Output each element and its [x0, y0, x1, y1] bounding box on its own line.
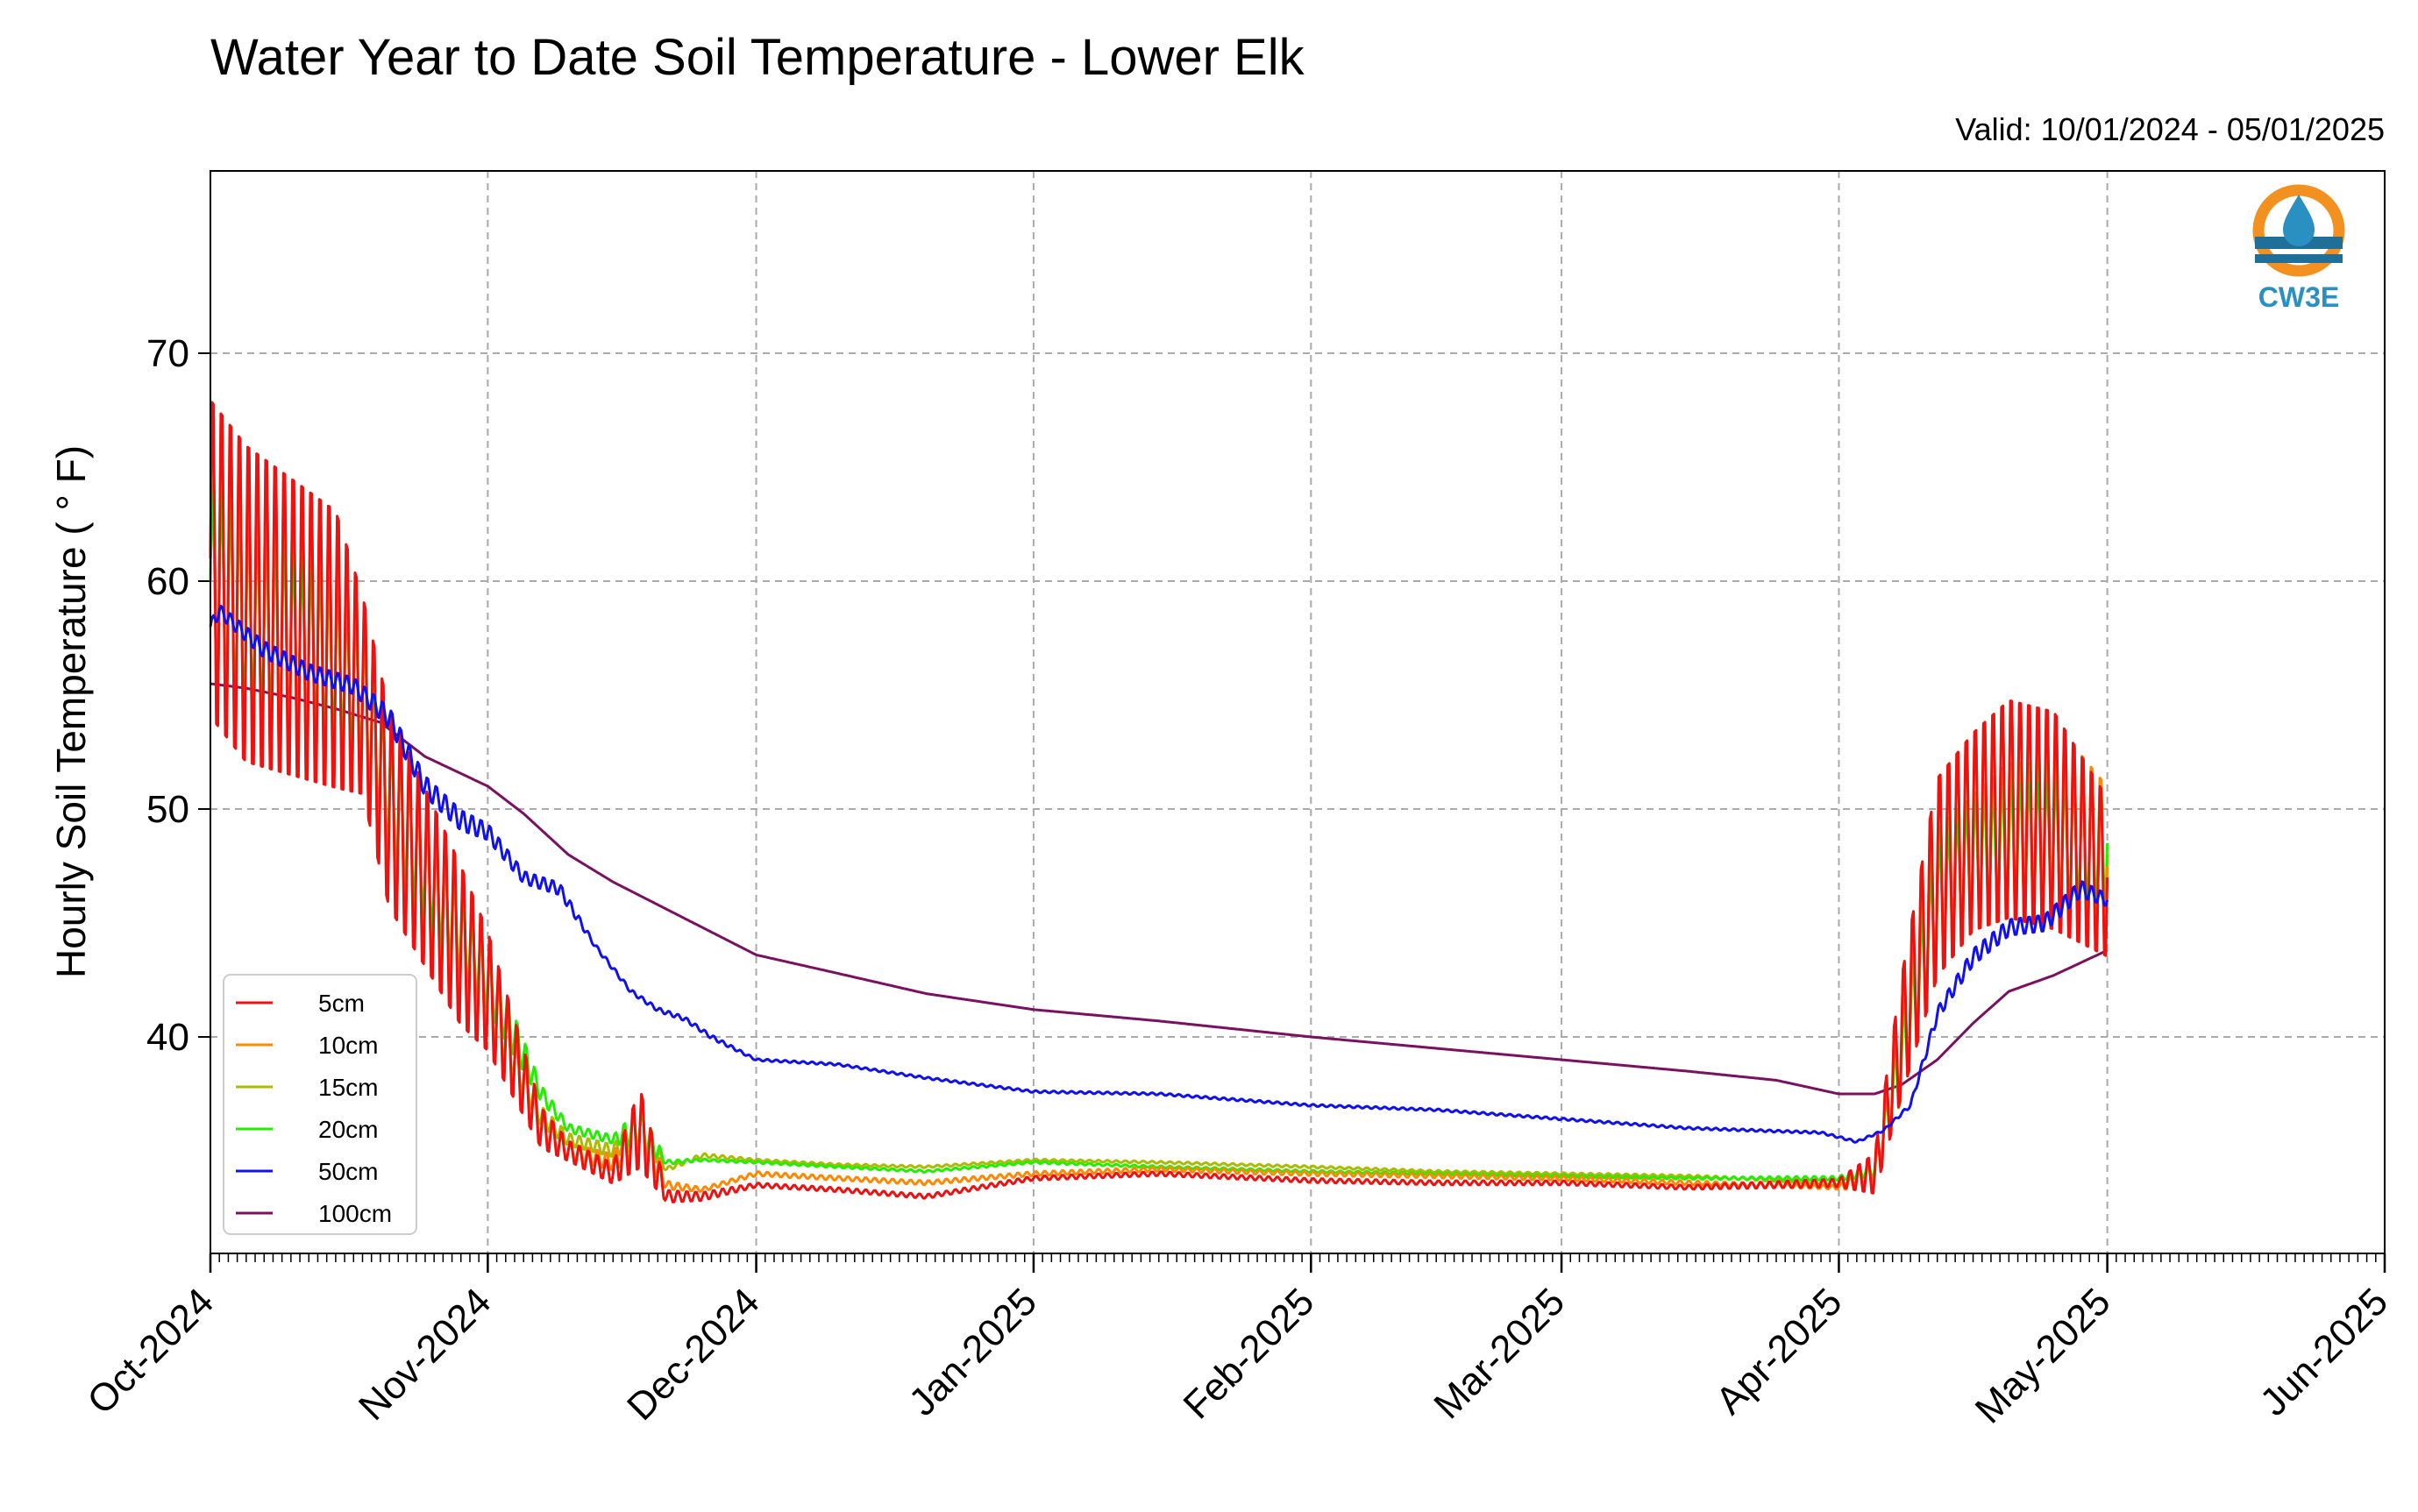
y-tick-label: 40 — [146, 1016, 189, 1059]
legend-label: 10cm — [318, 1032, 378, 1059]
series-layer — [209, 401, 2109, 1203]
series-line-5cm — [209, 401, 2109, 1203]
x-tick-label: Dec-2024 — [619, 1280, 768, 1429]
chart-subtitle: Valid: 10/01/2024 - 05/01/2025 — [1955, 111, 2385, 147]
legend-label: 5cm — [318, 990, 365, 1017]
x-tick-label: Jan-2025 — [901, 1280, 1045, 1423]
series-line-100cm — [210, 682, 2109, 1096]
y-axis-label: Hourly Soil Temperature ( ° F) — [48, 445, 94, 978]
x-tick-labels: Oct-2024 Nov-2024 Dec-2024 Jan-2025 Feb-2025… — [79, 1280, 2396, 1431]
tick-marks — [198, 352, 2386, 1273]
x-tick-label: Apr-2025 — [1708, 1280, 1851, 1423]
logo-wave-icon — [2255, 254, 2343, 263]
logo-text: CW3E — [2258, 281, 2339, 313]
y-tick-label: 70 — [146, 332, 189, 375]
x-tick-label: Nov-2024 — [351, 1280, 500, 1429]
x-tick-label: Feb-2025 — [1176, 1280, 1323, 1427]
legend-label: 15cm — [318, 1074, 378, 1101]
legend-label: 100cm — [318, 1200, 392, 1227]
series-line-20cm — [209, 492, 2109, 1182]
legend-label: 20cm — [318, 1116, 378, 1143]
x-tick-label: Oct-2024 — [79, 1280, 222, 1423]
legend-label: 50cm — [318, 1158, 378, 1185]
plot-area-frame — [210, 170, 2386, 1254]
series-line-50cm — [209, 604, 2109, 1144]
y-tick-labels: 40 50 60 70 — [146, 332, 189, 1059]
x-tick-label: Mar-2025 — [1426, 1280, 1573, 1427]
legend-box — [223, 974, 417, 1235]
water-drop-icon — [2283, 195, 2315, 246]
chart-title: Water Year to Date Soil Temperature - Lo… — [210, 29, 1305, 86]
x-tick-label: Jun-2025 — [2252, 1280, 2396, 1423]
y-tick-label: 60 — [146, 560, 189, 603]
series-line-15cm — [209, 482, 2109, 1187]
x-tick-label: May-2025 — [1967, 1280, 2119, 1431]
series-line-10cm — [209, 410, 2109, 1193]
y-tick-label: 50 — [146, 788, 189, 831]
legend: 5cm 10cm 15cm 20cm 50cm 100cm — [223, 974, 417, 1235]
cw3e-logo: CW3E — [2252, 184, 2345, 313]
logo-ring-icon — [2252, 184, 2345, 277]
